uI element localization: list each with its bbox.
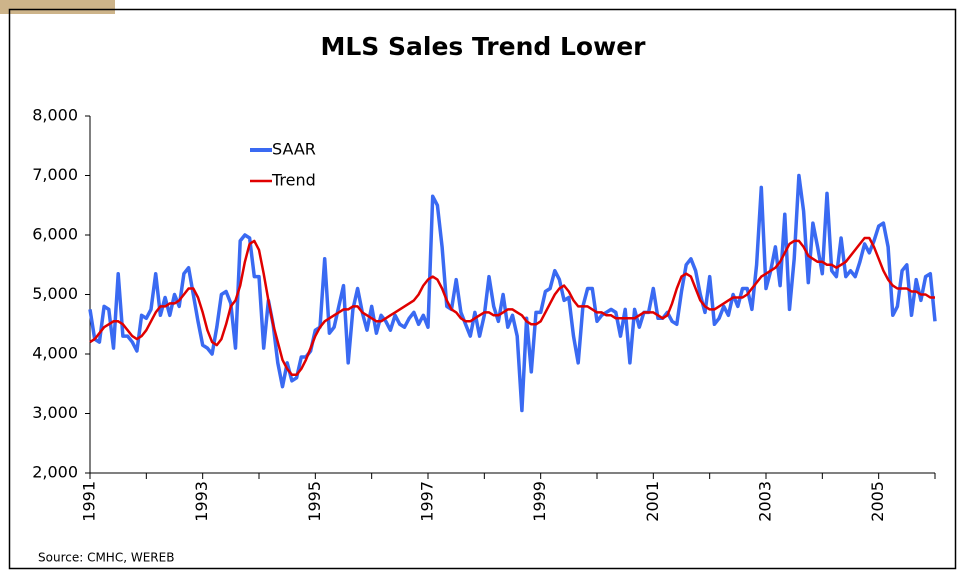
x-tick-label: 1993 bbox=[192, 481, 211, 522]
x-tick-label: 1997 bbox=[418, 481, 437, 522]
x-tick-label: 1991 bbox=[80, 481, 99, 522]
y-tick-label: 6,000 bbox=[32, 225, 78, 244]
x-tick-label: 2005 bbox=[868, 481, 887, 522]
line-series bbox=[88, 173, 937, 413]
x-tick-label: 1995 bbox=[305, 481, 324, 522]
corner-tab bbox=[0, 0, 115, 14]
y-tick-label: 4,000 bbox=[32, 344, 78, 363]
legend-label: SAAR bbox=[272, 140, 316, 159]
y-tick-label: 3,000 bbox=[32, 403, 78, 422]
x-tick-label: 2003 bbox=[756, 481, 775, 522]
chart-title: MLS Sales Trend Lower bbox=[321, 32, 647, 61]
y-tick-label: 8,000 bbox=[32, 106, 78, 125]
x-tick-label: 1999 bbox=[530, 481, 549, 522]
x-tick-label: 2001 bbox=[643, 481, 662, 522]
frame bbox=[8, 8, 957, 570]
y-tick-label: 2,000 bbox=[32, 463, 78, 482]
y-tick-label: 5,000 bbox=[32, 284, 78, 303]
source: Source: CMHC, WEREB bbox=[38, 551, 174, 565]
y-tick-label: 7,000 bbox=[32, 165, 78, 184]
legend-label: Trend bbox=[271, 171, 316, 190]
line-series bbox=[89, 236, 935, 377]
